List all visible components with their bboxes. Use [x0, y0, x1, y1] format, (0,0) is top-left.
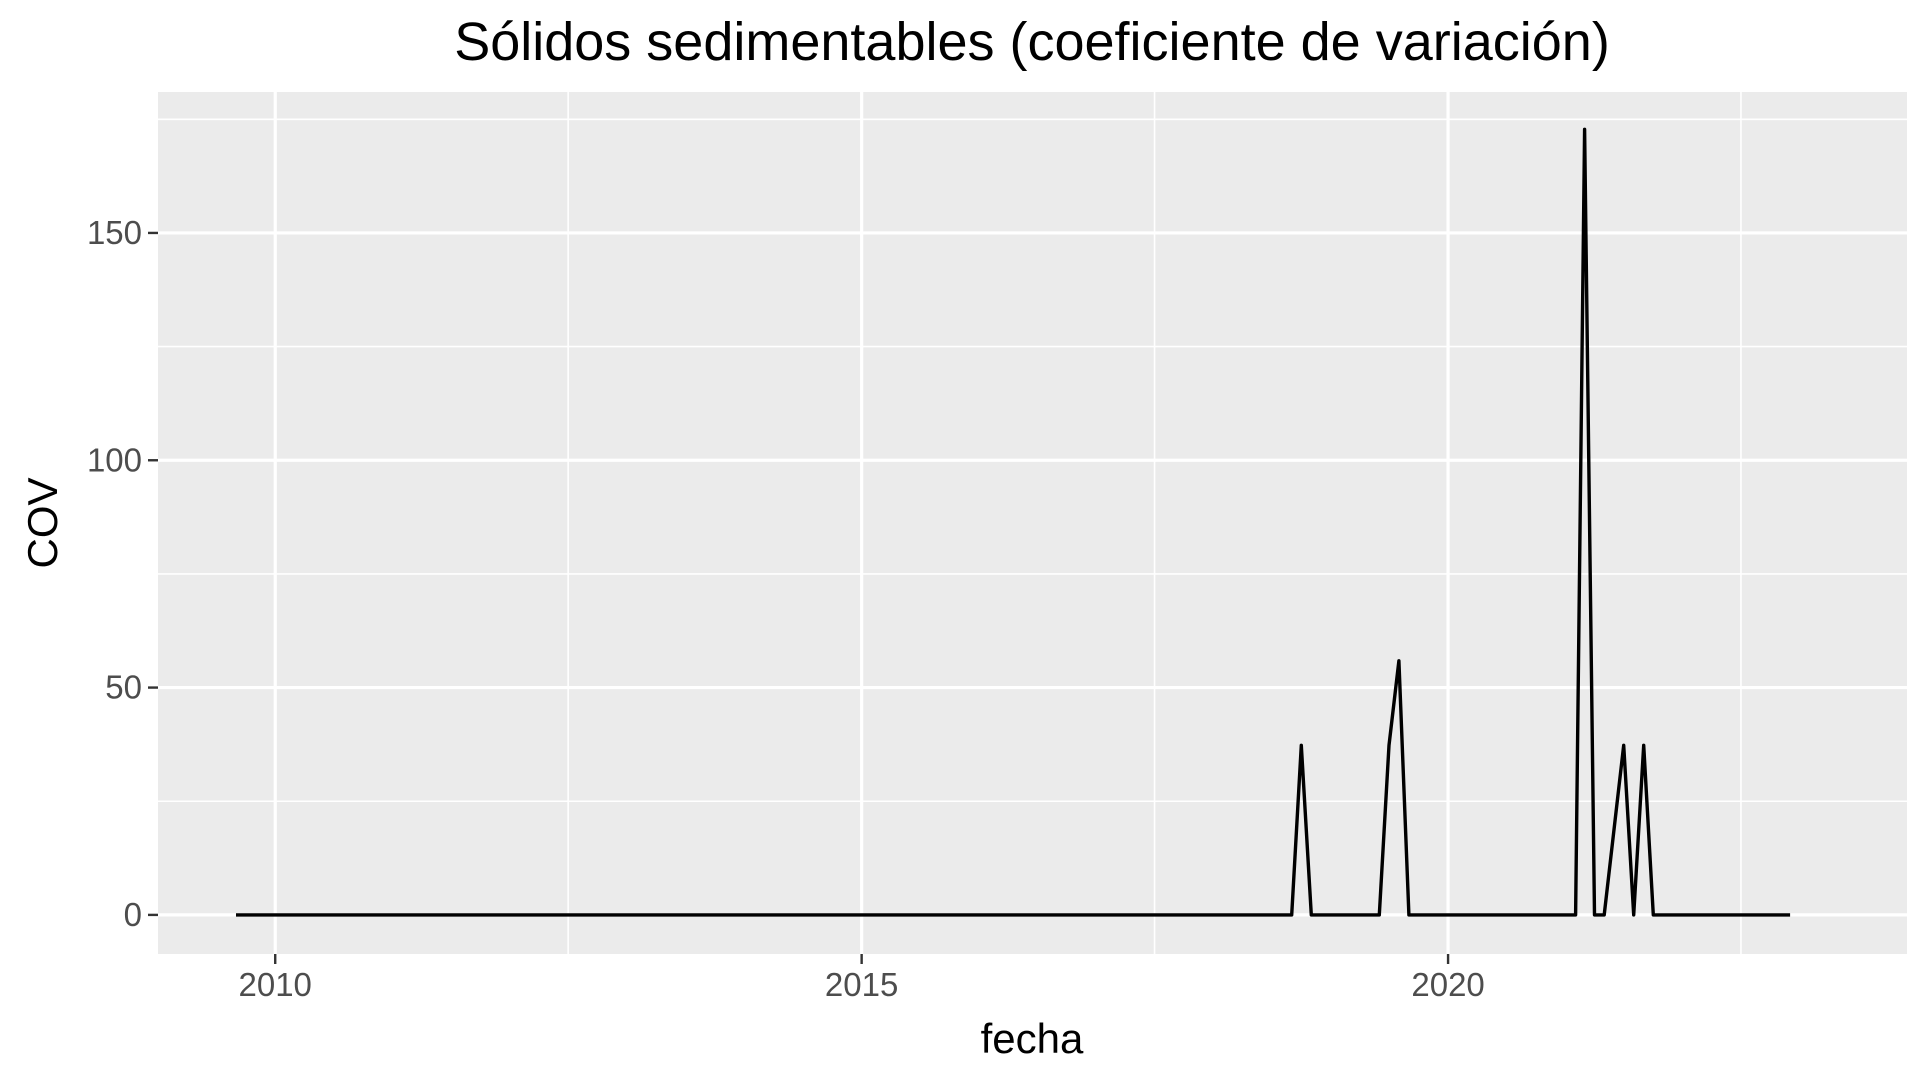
plot-panel [158, 92, 1907, 954]
x-tick-label: 2010 [239, 966, 312, 1003]
x-axis: 2010 2015 2020 [239, 954, 1485, 1003]
minor-grid [158, 92, 1907, 954]
y-axis: 0 50 100 150 [87, 214, 158, 933]
y-axis-title: COV [19, 477, 66, 568]
y-tick-label: 50 [105, 669, 142, 706]
y-tick-label: 0 [124, 896, 142, 933]
y-tick-label: 150 [87, 214, 142, 251]
x-tick-label: 2015 [825, 966, 898, 1003]
series-layer [236, 127, 1791, 917]
y-tick-label: 100 [87, 441, 142, 478]
series-line [236, 127, 1791, 917]
x-axis-title: fecha [981, 1015, 1084, 1062]
x-tick-label: 2020 [1411, 966, 1484, 1003]
chart-title: Sólidos sedimentables (coeficiente de va… [454, 12, 1610, 72]
